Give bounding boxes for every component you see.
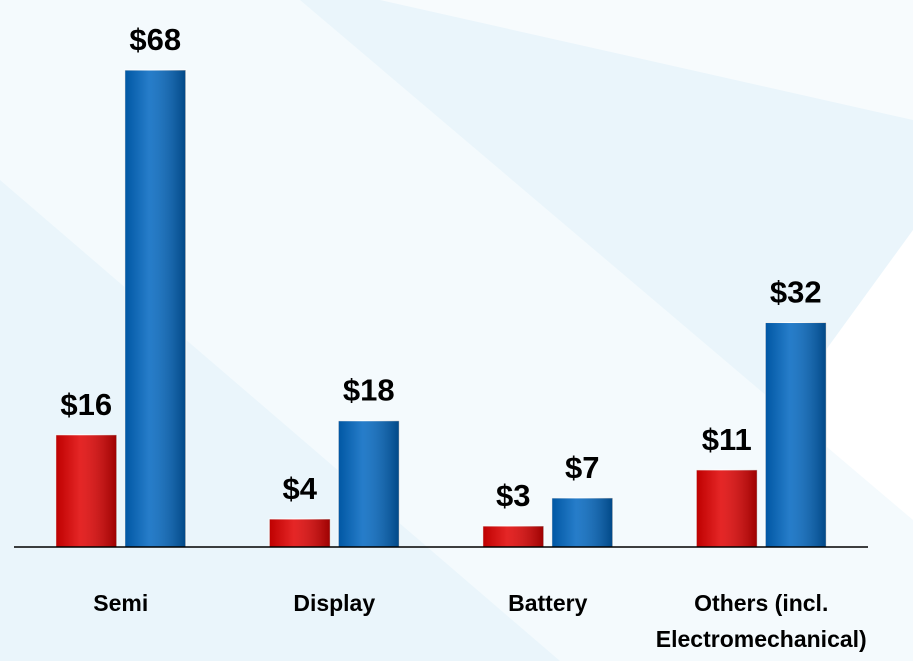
value-label: $68 bbox=[129, 22, 181, 57]
value-label: $11 bbox=[702, 422, 752, 457]
bar bbox=[55, 434, 118, 548]
bar bbox=[764, 322, 827, 548]
bar bbox=[268, 518, 331, 548]
x-tick-label: Semi bbox=[93, 590, 149, 616]
bar bbox=[124, 69, 187, 548]
value-label: $16 bbox=[60, 387, 112, 422]
value-label: $32 bbox=[770, 275, 822, 310]
value-label: $3 bbox=[496, 478, 530, 513]
x-tick-label: Battery bbox=[508, 590, 588, 616]
x-tick-label: Display bbox=[293, 590, 376, 616]
value-label: $7 bbox=[565, 450, 599, 485]
bar bbox=[551, 497, 614, 548]
bar bbox=[695, 469, 758, 548]
x-tick-label: Others (incl. Electromechanical) bbox=[655, 590, 867, 652]
bar bbox=[482, 525, 545, 548]
background-shape bbox=[380, 0, 913, 120]
bar bbox=[337, 420, 400, 548]
value-label: $18 bbox=[343, 373, 395, 408]
value-label: $4 bbox=[283, 471, 318, 506]
